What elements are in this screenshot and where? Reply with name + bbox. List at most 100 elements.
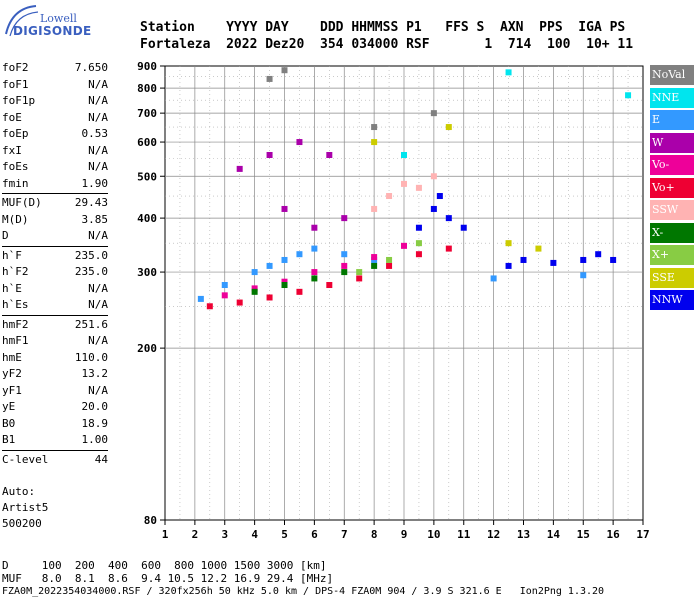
polarization-legend: NoVal NNE E W Vo- Vo+ SSW X- X+ SSE NNW — [650, 65, 694, 313]
data-point-w — [296, 139, 303, 146]
x-tick-label: 4 — [251, 528, 258, 541]
x-tick-label: 5 — [281, 528, 288, 541]
param-value: 44 — [94, 452, 108, 466]
data-point-sse — [445, 124, 452, 131]
param-value: N/A — [88, 334, 108, 347]
data-point-nnw — [580, 256, 587, 263]
footer-muf-line: MUF 8.0 8.1 8.6 9.4 10.5 12.2 16.9 29.4 … — [2, 572, 334, 585]
data-point-ssw — [371, 205, 378, 212]
data-point-nnw — [550, 259, 557, 266]
param-name: hmF1 — [2, 334, 29, 347]
header-labels: Station YYYY DAY DDD HHMMSS P1 FFS S AXN… — [140, 20, 626, 35]
param-value: 29.43 — [74, 196, 108, 209]
data-point-nnw — [610, 256, 617, 263]
data-point-x- — [281, 282, 288, 289]
data-point-e — [221, 282, 228, 289]
param-value: 7.650 — [74, 61, 108, 74]
data-point-vo- — [236, 299, 243, 306]
param-name: yE — [2, 400, 16, 413]
data-point-sse — [371, 139, 378, 146]
x-tick-label: 8 — [371, 528, 378, 541]
param-name: foEp — [2, 127, 29, 140]
data-point-nnw — [505, 262, 512, 269]
param-name: M(D) — [2, 212, 29, 226]
param-name: foE — [2, 110, 22, 124]
data-point-noval — [281, 67, 288, 74]
data-point-nnw — [415, 224, 422, 231]
x-tick-label: 1 — [162, 528, 169, 541]
param-value: 0.53 — [81, 127, 109, 140]
param-name: h`F — [2, 248, 22, 262]
param-value: 251.6 — [74, 317, 108, 331]
data-point-vo- — [296, 288, 303, 295]
param-row: foE N/A — [2, 110, 108, 127]
x-tick-label: 16 — [607, 528, 621, 541]
legend-item-sse: SSE — [650, 267, 694, 288]
param-name: h`F2 — [2, 265, 29, 278]
param-row: fmin 1.90 — [2, 176, 108, 193]
param-row: hmF2 251.6 — [2, 317, 108, 334]
param-row: MUF(D) 29.43 — [2, 195, 108, 212]
param-value: 18.9 — [81, 416, 109, 430]
x-tick-label: 13 — [517, 528, 530, 541]
data-point-sse — [535, 245, 542, 252]
param-row: foEp 0.53 — [2, 126, 108, 143]
param-name: foEs — [2, 160, 29, 173]
param-value: N/A — [88, 281, 108, 295]
auto-code: 500200 — [2, 517, 42, 530]
data-point-vo- — [221, 292, 228, 299]
data-point-noval — [266, 75, 273, 82]
logo-lowell-text: Lowell — [40, 12, 77, 25]
param-name: C-level — [2, 452, 49, 466]
data-point-e — [296, 251, 303, 258]
data-point-nnw — [595, 251, 602, 258]
data-point-vo- — [266, 294, 273, 301]
param-name: yF1 — [2, 383, 22, 397]
param-row: yE 20.0 — [2, 399, 108, 416]
param-separator — [2, 193, 108, 194]
header-values: Fortaleza 2022 Dez20 354 034000 RSF 1 71… — [140, 37, 634, 52]
data-point-w — [266, 151, 273, 158]
scaled-parameters-panel: foF2 7.650 foF1 N/A foF1p N/A foE N/A foEp 0.53 fx… — [2, 60, 108, 468]
param-name: hmE — [2, 350, 22, 364]
data-point-vo- — [386, 262, 393, 269]
param-separator — [2, 314, 108, 316]
param-name: foF1 — [2, 77, 29, 91]
param-value: N/A — [88, 383, 108, 397]
y-tick-label: 500 — [137, 170, 157, 183]
data-point-vo- — [206, 303, 213, 310]
param-value: 13.2 — [81, 367, 109, 380]
data-point-e — [266, 262, 273, 269]
y-tick-label: 700 — [137, 107, 157, 120]
data-point-x- — [341, 269, 348, 276]
data-point-w — [311, 224, 318, 231]
auto-program: Artist5 — [2, 501, 49, 514]
data-point-ssw — [386, 193, 393, 200]
x-tick-label: 7 — [341, 528, 348, 541]
param-separator — [2, 245, 108, 247]
data-point-w — [341, 215, 348, 222]
x-tick-label: 2 — [192, 528, 199, 541]
logo-digisonde-text: DIGISONDE — [13, 24, 92, 38]
data-point-sse — [505, 240, 512, 247]
y-tick-label: 600 — [137, 136, 157, 149]
x-tick-label: 15 — [577, 528, 590, 541]
data-point-nnw — [445, 215, 452, 222]
param-row: h`F2 235.0 — [2, 264, 108, 281]
data-point-nnw — [430, 205, 437, 212]
data-point-w — [236, 165, 243, 172]
param-name: B1 — [2, 433, 16, 446]
data-point-x- — [356, 269, 363, 276]
footer-info-line: FZA0M_2022354034000.RSF / 320fx256h 50 k… — [2, 586, 605, 597]
data-point-ssw — [430, 173, 437, 180]
data-point-noval — [430, 110, 437, 117]
param-name: D — [2, 229, 9, 242]
y-tick-label: 300 — [137, 266, 157, 279]
data-point-nne — [625, 92, 632, 99]
param-value: N/A — [88, 110, 108, 124]
x-tick-label: 17 — [636, 528, 649, 541]
data-point-e — [490, 275, 497, 282]
param-name: hmF2 — [2, 317, 29, 331]
data-point-x- — [251, 288, 258, 295]
